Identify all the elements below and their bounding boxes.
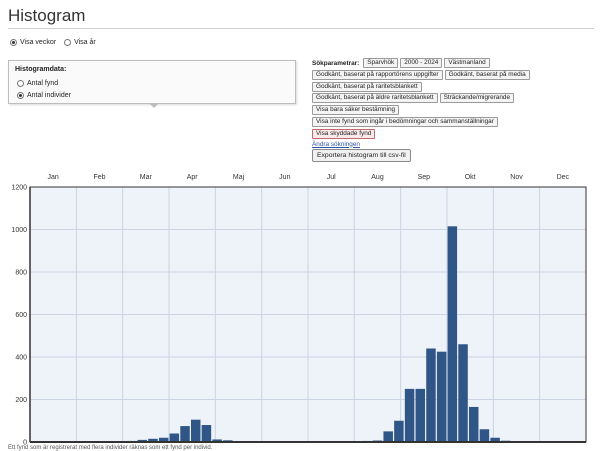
month-label: Okt (465, 174, 476, 181)
param-tag-protected[interactable]: Visa skyddade fynd (312, 128, 376, 139)
month-label: Apr (187, 174, 199, 181)
search-params-row: Visa skyddade fynd (312, 128, 597, 139)
view-toggle: Visa veckor Visa år (10, 39, 100, 46)
histogram-bar (212, 439, 222, 442)
histogram-bar (415, 388, 426, 442)
search-params-row: Visa bara säker bestämning (312, 105, 597, 116)
search-params-row: Sökparametrar: Sparvhök 2000 - 2024 Väst… (312, 58, 597, 68)
histogram-bar (468, 406, 479, 442)
y-tick-label: 400 (15, 355, 27, 362)
export-csv-button[interactable]: Exportera histogram till csv-fil (312, 149, 411, 162)
histogram-option-count[interactable]: Antal fynd (17, 80, 58, 87)
radio-years[interactable] (64, 39, 72, 46)
param-tag[interactable]: Godkänt, baserat på rapportörens uppgift… (312, 69, 443, 80)
histogram-option-individuals[interactable]: Antal individer (17, 92, 71, 99)
month-label: Jan (48, 174, 59, 181)
histogram-bar (383, 431, 393, 442)
histogram-bar (158, 437, 169, 442)
histogram-bar (169, 433, 180, 442)
param-tag[interactable]: Sparvhök (363, 58, 399, 68)
view-option-weeks[interactable]: Visa veckor (10, 39, 56, 46)
page-title: Histogram (8, 6, 86, 25)
param-tag[interactable]: 2000 - 2024 (400, 58, 443, 68)
param-tag[interactable]: Visa bara säker bestämning (312, 105, 400, 116)
histogram-bar (479, 429, 490, 442)
view-option-years[interactable]: Visa år (64, 39, 96, 46)
y-tick-label: 1000 (11, 227, 27, 234)
radio-weeks[interactable] (10, 39, 17, 46)
search-params-row: Visa inte fynd som ingår i bedömningar o… (312, 116, 597, 127)
param-tag[interactable]: Godkänt, baserat på raritetsblankett (312, 81, 422, 92)
view-option-weeks-label: Visa veckor (20, 39, 57, 46)
y-tick-label: 800 (15, 270, 27, 277)
radio-antal-individer[interactable] (17, 92, 24, 99)
radio-antal-fynd[interactable] (17, 80, 24, 87)
search-params-row: Godkänt, baserat på rapportörens uppgift… (312, 69, 597, 80)
y-tick-label: 0 (23, 440, 27, 447)
histogram-bar (180, 426, 190, 442)
histogram-bar (490, 437, 500, 442)
histogram-bar (458, 344, 468, 442)
y-tick-label: 600 (15, 312, 27, 319)
month-label: Mar (140, 174, 153, 181)
search-params-row: Godkänt, baserat på äldre raritetsblanke… (312, 93, 597, 104)
month-label: Sep (418, 174, 431, 181)
histogram-bar (137, 439, 148, 442)
view-option-years-label: Visa år (74, 39, 96, 46)
search-params-row: Ändra sökningen (312, 141, 597, 148)
histogram-bar (148, 438, 158, 442)
month-label: Nov (510, 174, 523, 181)
callout-arrow (149, 103, 159, 108)
month-label: Jun (279, 174, 290, 181)
change-search-link[interactable]: Ändra sökningen (312, 140, 360, 148)
histogram-bar (190, 419, 201, 442)
search-params: Sökparametrar: Sparvhök 2000 - 2024 Väst… (312, 58, 597, 149)
param-tag[interactable]: Sträckande/migrerande (439, 93, 515, 104)
param-tag[interactable]: Visa inte fynd som ingår i bedömningar o… (312, 116, 498, 127)
histogram-bar (404, 388, 415, 442)
month-label: Aug (371, 174, 384, 181)
histogram-bar (436, 351, 447, 442)
month-label: Feb (93, 174, 105, 181)
month-label: Jul (327, 174, 336, 181)
search-params-label: Sökparametrar: (312, 59, 360, 67)
param-tag[interactable]: Godkänt, baserat på äldre raritetsblanke… (312, 93, 438, 104)
param-tag[interactable]: Västmanland (444, 58, 490, 68)
y-tick-label: 1200 (11, 185, 27, 192)
y-tick-label: 200 (15, 397, 27, 404)
histogram-data-title: Histogramdata: (15, 66, 67, 73)
histogram-bar (426, 348, 436, 442)
histogram-option-count-label: Antal fynd (27, 80, 59, 87)
param-tag[interactable]: Godkänt, baserat på media (444, 69, 530, 80)
histogram-option-individuals-label: Antal individer (27, 92, 71, 99)
histogram-bar (447, 226, 458, 442)
month-label: Maj (233, 174, 245, 181)
histogram-bar (201, 425, 212, 442)
month-label: Dec (557, 174, 570, 181)
search-params-row: Godkänt, baserat på raritetsblankett (312, 81, 597, 92)
histogram-bar (394, 420, 404, 442)
title-divider (8, 28, 594, 29)
footer-note: Ett fynd som är registrerat med flera in… (8, 445, 213, 451)
